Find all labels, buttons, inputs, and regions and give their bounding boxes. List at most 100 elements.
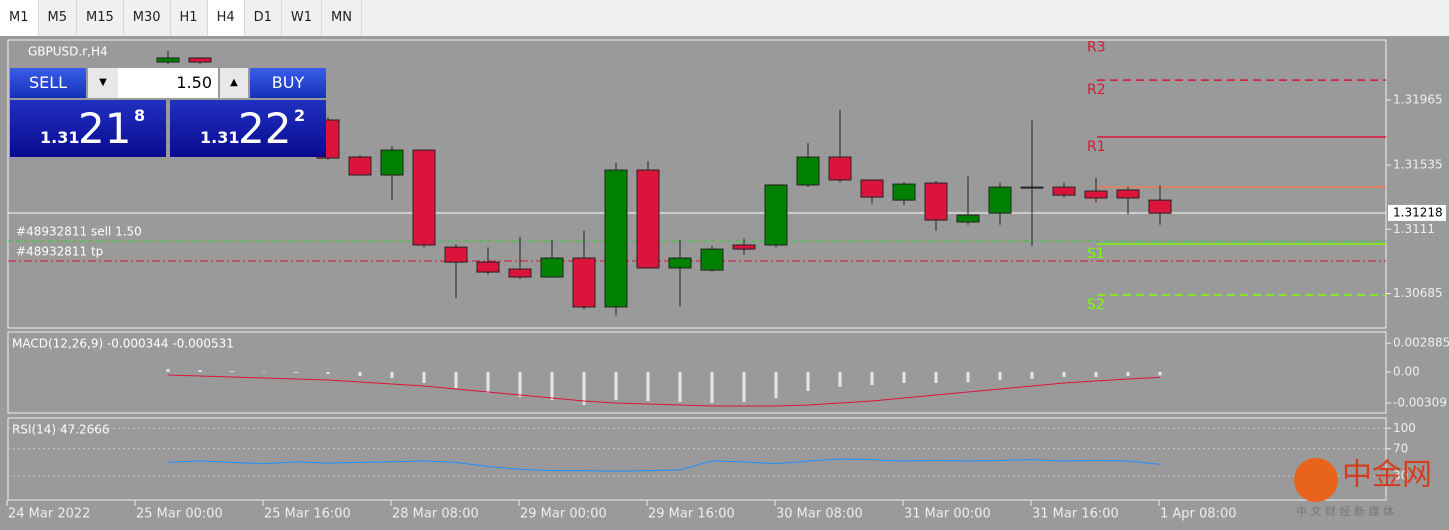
x-tick-label: 29 Mar 16:00 bbox=[648, 507, 735, 522]
macd-bar bbox=[614, 372, 618, 400]
candle-body bbox=[828, 156, 852, 181]
macd-bar bbox=[1030, 372, 1034, 379]
timeframe-button[interactable]: M30 bbox=[124, 0, 171, 36]
timeframe-button[interactable]: M1 bbox=[0, 0, 39, 36]
candle-body bbox=[636, 169, 660, 269]
macd-bar bbox=[870, 372, 874, 385]
macd-bar bbox=[710, 372, 714, 403]
candle-body bbox=[412, 149, 436, 246]
macd-bar bbox=[294, 372, 298, 373]
price-small: 2 bbox=[294, 106, 306, 125]
buy-price[interactable]: 1.31 22 2 bbox=[170, 100, 326, 157]
price-main: 22 bbox=[238, 104, 292, 153]
macd-bar bbox=[934, 372, 938, 383]
candle-body bbox=[540, 257, 564, 278]
candle-body bbox=[604, 169, 628, 308]
candle-body bbox=[988, 186, 1012, 214]
x-tick-label: 29 Mar 00:00 bbox=[520, 507, 607, 522]
sell-price[interactable]: 1.31 21 8 bbox=[10, 100, 166, 157]
timeframe-button[interactable]: W1 bbox=[282, 0, 323, 36]
y-tick-label: 1.3111 bbox=[1393, 222, 1435, 236]
macd-bar bbox=[326, 372, 330, 374]
macd-bar bbox=[1094, 372, 1098, 377]
candle-body bbox=[1020, 186, 1044, 189]
price-big: 1.31 bbox=[200, 128, 240, 147]
y-tick-label: 1.31535 bbox=[1393, 158, 1443, 172]
macd-bar bbox=[486, 372, 490, 393]
macd-bar bbox=[838, 372, 842, 387]
macd-bar bbox=[230, 371, 234, 372]
price-small: 8 bbox=[134, 106, 146, 125]
volume-up[interactable]: ▲ bbox=[220, 68, 248, 98]
y-tick-label: 100 bbox=[1393, 421, 1416, 435]
logo bbox=[1294, 458, 1338, 502]
watermark: 中金网 中 文 财 经 新 媒 体 bbox=[1294, 458, 1432, 518]
one-click-trading: SELL ▼ 1.50 ▲ BUY 1.31 21 8 1.31 22 2 bbox=[10, 68, 326, 157]
candle-body bbox=[348, 156, 372, 176]
candle-body bbox=[156, 57, 180, 63]
timeframe-button[interactable]: M15 bbox=[77, 0, 124, 36]
rsi-title: RSI(14) 47.2666 bbox=[12, 423, 110, 437]
price-main: 21 bbox=[78, 104, 132, 153]
macd-bar bbox=[774, 372, 778, 398]
timeframe-button[interactable]: D1 bbox=[245, 0, 282, 36]
x-tick-label: 1 Apr 08:00 bbox=[1160, 507, 1237, 522]
x-tick-label: 25 Mar 16:00 bbox=[264, 507, 351, 522]
x-tick-label: 24 Mar 2022 bbox=[8, 507, 90, 522]
macd-bar bbox=[646, 372, 650, 401]
y-tick-label: -0.00309 bbox=[1393, 395, 1447, 409]
macd-bar bbox=[198, 370, 202, 372]
volume-input[interactable]: 1.50 bbox=[118, 68, 218, 98]
macd-bar bbox=[998, 372, 1002, 380]
timeframe-toolbar: M1 M5 M15 M30 H1 H4 D1 W1 MN bbox=[0, 0, 1449, 37]
macd-bar bbox=[454, 372, 458, 388]
macd-bar bbox=[550, 372, 554, 400]
macd-bar bbox=[1126, 372, 1130, 376]
candle-body bbox=[188, 57, 212, 63]
x-tick-label: 31 Mar 00:00 bbox=[904, 507, 991, 522]
candle-body bbox=[380, 149, 404, 176]
watermark-title: 中金网 bbox=[1342, 458, 1432, 493]
y-tick-label: 30 bbox=[1393, 469, 1408, 483]
order-label: #48932811 tp bbox=[16, 245, 103, 259]
macd-bar bbox=[1158, 372, 1162, 376]
chart-window: R3R2R1PPS1S2#48932811 sell 1.50#48932811… bbox=[0, 36, 1449, 530]
order-label: #48932811 sell 1.50 bbox=[16, 225, 142, 239]
y-tick-label: 0.00 bbox=[1393, 365, 1420, 379]
buy-button[interactable]: BUY bbox=[250, 68, 326, 98]
macd-bar bbox=[358, 372, 362, 376]
candle-body bbox=[764, 184, 788, 246]
candle-body bbox=[700, 248, 724, 271]
y-tick-label: 70 bbox=[1393, 441, 1408, 455]
candle-body bbox=[444, 246, 468, 263]
timeframe-button[interactable]: H1 bbox=[171, 0, 208, 36]
candle-body bbox=[892, 183, 916, 201]
macd-bar bbox=[902, 372, 906, 383]
macd-signal bbox=[167, 374, 1161, 407]
candle-body bbox=[924, 182, 948, 221]
pivot-label: R2 bbox=[1087, 82, 1106, 98]
y-tick-label: 0.002885 bbox=[1393, 336, 1449, 350]
candle-body bbox=[796, 156, 820, 186]
pivot-label: R3 bbox=[1087, 39, 1106, 55]
pivot-label: S1 bbox=[1087, 246, 1105, 262]
volume-down[interactable]: ▼ bbox=[88, 68, 118, 98]
macd-bar bbox=[262, 372, 266, 373]
timeframe-button[interactable]: M5 bbox=[39, 0, 77, 36]
macd-bar bbox=[1062, 372, 1066, 377]
timeframe-button[interactable]: H4 bbox=[207, 0, 245, 36]
sell-button[interactable]: SELL bbox=[10, 68, 86, 98]
current-price-box bbox=[1388, 204, 1446, 221]
candle-body bbox=[1148, 199, 1172, 214]
timeframe-button[interactable]: MN bbox=[322, 0, 362, 36]
candle-body bbox=[956, 214, 980, 223]
macd-bar bbox=[678, 372, 682, 402]
x-tick-label: 31 Mar 16:00 bbox=[1032, 507, 1119, 522]
pivot-label: R1 bbox=[1087, 139, 1106, 155]
main-frame bbox=[7, 39, 1387, 329]
macd-bar bbox=[806, 372, 810, 391]
macd-bar bbox=[166, 369, 170, 372]
current-price-label: 1.31218 bbox=[1393, 205, 1443, 219]
candle-body bbox=[572, 257, 596, 308]
